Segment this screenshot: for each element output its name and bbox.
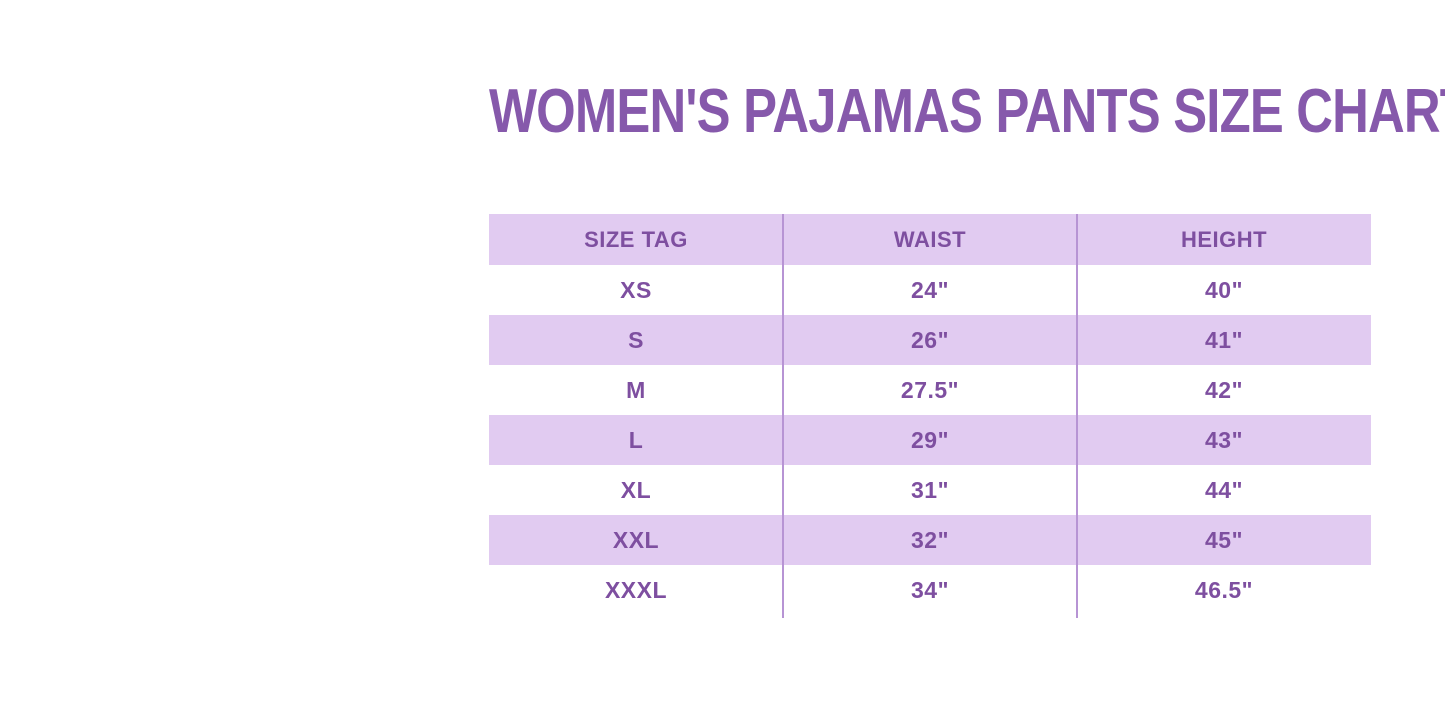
table-cell: 32" (911, 526, 949, 553)
table-cell: 46.5" (1194, 576, 1254, 603)
table-cell: XS (620, 276, 652, 303)
table-row: XXXL 34" 46.5" (489, 565, 1371, 615)
table-cell: 40" (1205, 276, 1243, 303)
column-divider (1076, 214, 1078, 618)
table-cell: 29" (911, 426, 949, 453)
table-cell: 24" (911, 276, 949, 303)
table-cell: XL (620, 476, 652, 503)
page-title: WOMEN'S PAJAMAS PANTS SIZE CHART (489, 77, 1445, 146)
column-divider (782, 214, 784, 618)
header-cell: SIZE TAG (584, 226, 688, 252)
table-cell: XXXL (604, 576, 668, 603)
table-cell: M (626, 376, 646, 403)
table-row: M 27.5" 42" (489, 365, 1371, 415)
table-cell: 31" (911, 476, 949, 503)
table-cell: 45" (1205, 526, 1243, 553)
size-chart-table: SIZE TAG WAIST HEIGHT XS 24" 40" S 26" 41" M 27.5… (489, 214, 1371, 618)
table-row: XL 31" 44" (489, 465, 1371, 515)
table-body: XS 24" 40" S 26" 41" M 27.5" 42" L 29" 43" XL 31" 44" X… (489, 265, 1371, 615)
header-cell: HEIGHT (1180, 226, 1268, 252)
header-cell: WAIST (893, 226, 967, 252)
table-row: XXL 32" 45" (489, 515, 1371, 565)
table-cell: 26" (911, 326, 949, 353)
table-cell: 34" (911, 576, 949, 603)
table-row: L 29" 43" (489, 415, 1371, 465)
table-cell: L (628, 426, 644, 453)
table-cell: 41" (1205, 326, 1243, 353)
table-cell: 27.5" (900, 376, 960, 403)
table-cell: XXL (612, 526, 660, 553)
table-cell: S (628, 326, 644, 353)
table-cell: 42" (1205, 376, 1243, 403)
table-cell: 43" (1205, 426, 1243, 453)
table-row: XS 24" 40" (489, 265, 1371, 315)
table-row: S 26" 41" (489, 315, 1371, 365)
table-cell: 44" (1205, 476, 1243, 503)
table-header-row: SIZE TAG WAIST HEIGHT (489, 214, 1371, 265)
